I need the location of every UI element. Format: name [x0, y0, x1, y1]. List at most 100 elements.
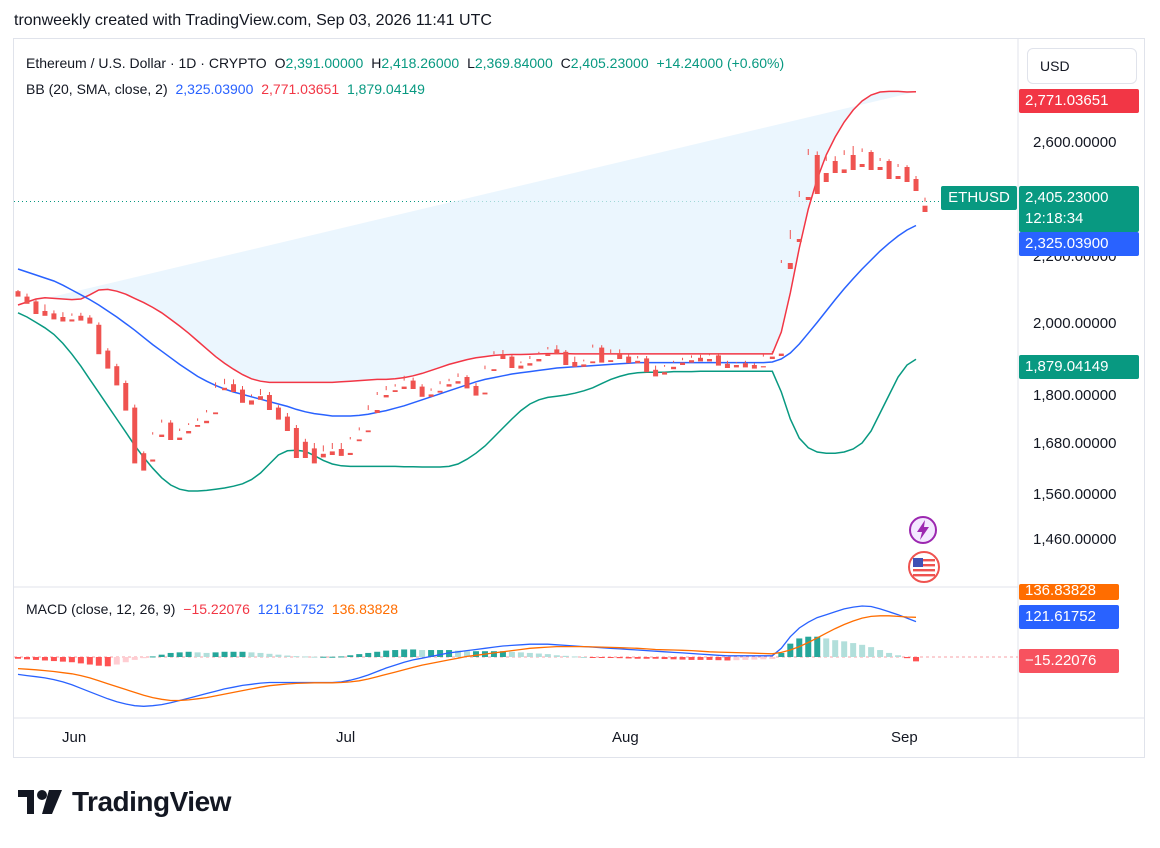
macd-label[interactable]: MACD (close, 12, 26, 9)	[26, 601, 176, 617]
macd-histogram-bar	[86, 657, 93, 665]
candle-body	[626, 356, 632, 364]
us-flag-icon[interactable]	[907, 550, 941, 584]
candle-body	[518, 365, 524, 369]
candle-body	[769, 356, 775, 359]
macd-histogram-bar	[158, 654, 165, 657]
macd-line-badge: 121.61752	[1019, 605, 1119, 629]
macd-histogram-bar	[284, 655, 291, 657]
macd-histogram-bar	[733, 657, 740, 661]
candle-body	[356, 439, 362, 442]
macd-histogram-bar	[401, 649, 408, 657]
candle-body	[42, 311, 48, 316]
bb-label[interactable]: BB (20, SMA, close, 2)	[26, 81, 168, 97]
macd-histogram-bar	[679, 657, 686, 660]
candle-body	[33, 301, 39, 314]
candle-body	[338, 449, 344, 456]
macd-histogram-bar	[769, 657, 776, 660]
candle-body	[581, 364, 587, 367]
bb-lower-badge: 1,879.04149	[1019, 355, 1139, 379]
candle-body	[617, 353, 623, 359]
candle-body	[96, 324, 102, 355]
macd-histogram-bar	[553, 655, 560, 657]
macd-histogram-bar	[266, 653, 273, 657]
bb-basis-value: 2,325.03900	[175, 81, 254, 97]
candle-body	[554, 349, 560, 355]
candle-body	[796, 239, 802, 242]
currency-button[interactable]: USD	[1027, 48, 1137, 84]
symbol-name[interactable]: Ethereum / U.S. Dollar · 1D · CRYPTO	[26, 55, 267, 71]
logo-text: TradingView	[72, 786, 231, 817]
macd-histogram-bar	[68, 657, 75, 663]
candle-body	[186, 431, 192, 434]
candle-body	[904, 167, 910, 182]
price-tick: 2,600.00000	[1033, 134, 1117, 151]
candle-body	[644, 358, 650, 373]
macd-histogram-bar	[697, 657, 704, 660]
candle-body	[832, 161, 838, 173]
macd-histogram-bar	[338, 656, 345, 658]
macd-histogram-bar	[392, 650, 399, 657]
macd-histogram-bar	[796, 638, 803, 657]
close-value: 2,405.23000	[570, 55, 649, 71]
macd-histogram-bar	[670, 657, 677, 660]
candle-body	[608, 360, 614, 362]
candle-body	[814, 155, 820, 194]
bb-basis-badge: 2,325.03900	[1019, 232, 1139, 256]
macd-histogram-bar	[508, 651, 515, 657]
chart-frame	[13, 38, 1145, 758]
candle-body	[114, 366, 120, 386]
price-tick: 1,560.00000	[1033, 486, 1117, 503]
lightning-icon[interactable]	[907, 514, 939, 546]
macd-histogram-bar	[59, 657, 66, 662]
bb-fill	[18, 91, 916, 383]
candle-body	[733, 365, 739, 368]
candle-body	[671, 366, 677, 370]
macd-histogram-bar	[724, 657, 731, 661]
macd-histogram-bar	[643, 657, 650, 659]
macd-histogram-bar	[257, 652, 264, 657]
candle-body	[51, 313, 57, 320]
macd-histogram-bar	[913, 657, 920, 662]
macd-histogram-bar	[715, 657, 722, 661]
candle-body	[590, 361, 596, 364]
time-tick: Sep	[891, 729, 918, 746]
candle-body	[724, 363, 730, 368]
candle-body	[204, 420, 210, 424]
symbol-badge: ETHUSD	[941, 186, 1017, 210]
macd-histogram-bar	[535, 653, 542, 657]
macd-histogram-bar	[15, 657, 21, 659]
macd-histogram-bar	[140, 657, 147, 659]
candle-body	[653, 369, 659, 377]
macd-histogram-bar	[661, 657, 668, 660]
macd-histogram-bar	[428, 650, 435, 657]
candle-body	[320, 453, 326, 458]
candle-body	[222, 387, 228, 391]
macd-histogram-bar	[859, 644, 866, 657]
price-tick: 2,000.00000	[1033, 315, 1117, 332]
macd-histogram-bar	[517, 652, 524, 657]
macd-histogram-bar	[167, 652, 174, 657]
last-price-badge: 2,405.23000 12:18:34	[1019, 186, 1139, 232]
candle-body	[195, 425, 201, 427]
candle-body	[751, 365, 757, 369]
candle-body	[392, 390, 398, 392]
macd-histogram-bar	[607, 657, 614, 658]
tradingview-logo[interactable]: TradingView	[18, 786, 231, 818]
macd-histogram-bar	[347, 655, 354, 657]
candle-body	[159, 434, 165, 437]
macd-histogram-bar	[544, 654, 551, 657]
low-value: 2,369.84000	[474, 55, 553, 71]
macd-histogram-bar	[760, 657, 767, 660]
macd-histogram-bar	[383, 650, 390, 657]
bb-upper-value: 2,771.03651	[261, 81, 340, 97]
macd-histogram-bar	[77, 657, 84, 664]
candle-body	[177, 437, 183, 440]
macd-histogram-bar	[841, 641, 848, 657]
macd-histogram-bar	[455, 650, 462, 657]
candle-body	[787, 263, 793, 269]
candle-body	[455, 381, 461, 384]
macd-histogram-bar	[374, 651, 381, 657]
price-tick: 1,800.00000	[1033, 387, 1117, 404]
candle-body	[859, 164, 865, 167]
